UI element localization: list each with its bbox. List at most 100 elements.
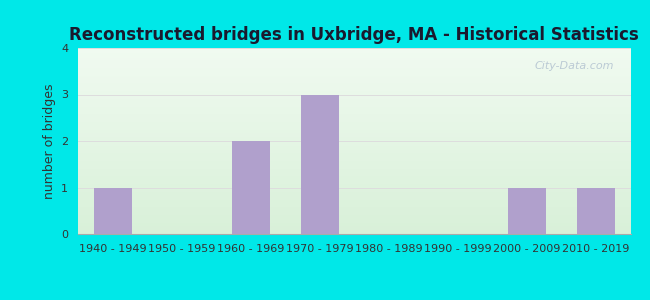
Bar bbox=[78, 75, 630, 76]
Bar bbox=[78, 222, 630, 223]
Bar bbox=[94, 188, 131, 234]
Bar bbox=[78, 149, 630, 150]
Bar bbox=[78, 121, 630, 122]
Bar bbox=[78, 93, 630, 94]
Bar bbox=[78, 221, 630, 222]
Bar bbox=[78, 144, 630, 145]
Bar bbox=[78, 129, 630, 130]
Bar bbox=[78, 167, 630, 168]
Bar bbox=[78, 219, 630, 220]
Bar bbox=[508, 188, 546, 234]
Bar bbox=[78, 145, 630, 146]
Bar bbox=[78, 178, 630, 179]
Bar bbox=[78, 48, 630, 49]
Bar bbox=[78, 54, 630, 55]
Bar bbox=[78, 133, 630, 134]
Title: Reconstructed bridges in Uxbridge, MA - Historical Statistics: Reconstructed bridges in Uxbridge, MA - … bbox=[70, 26, 639, 44]
Bar bbox=[301, 94, 339, 234]
Bar bbox=[78, 73, 630, 74]
Bar bbox=[78, 82, 630, 83]
Bar bbox=[78, 112, 630, 113]
Bar bbox=[78, 136, 630, 137]
Bar bbox=[78, 85, 630, 86]
Bar bbox=[78, 81, 630, 82]
Bar bbox=[78, 60, 630, 61]
Bar bbox=[78, 229, 630, 230]
Bar bbox=[78, 177, 630, 178]
Bar bbox=[78, 120, 630, 121]
Bar bbox=[78, 127, 630, 128]
Bar bbox=[78, 123, 630, 124]
Bar bbox=[78, 113, 630, 114]
Bar bbox=[78, 226, 630, 227]
Bar bbox=[78, 68, 630, 69]
Bar bbox=[78, 152, 630, 153]
Bar bbox=[78, 189, 630, 190]
Bar bbox=[78, 162, 630, 163]
Bar bbox=[78, 125, 630, 126]
Bar bbox=[78, 134, 630, 135]
Bar bbox=[78, 65, 630, 66]
Bar bbox=[78, 106, 630, 107]
Bar bbox=[78, 94, 630, 95]
Bar bbox=[577, 188, 615, 234]
Bar bbox=[78, 154, 630, 155]
Bar bbox=[78, 160, 630, 161]
Bar bbox=[78, 215, 630, 216]
Bar bbox=[78, 165, 630, 166]
Bar bbox=[78, 67, 630, 68]
Bar bbox=[78, 132, 630, 133]
Bar bbox=[78, 140, 630, 141]
Bar bbox=[78, 192, 630, 193]
Bar bbox=[78, 108, 630, 110]
Bar bbox=[78, 77, 630, 78]
Bar bbox=[78, 115, 630, 116]
Bar bbox=[78, 224, 630, 225]
Bar bbox=[78, 206, 630, 207]
Bar bbox=[78, 156, 630, 157]
Bar bbox=[78, 204, 630, 205]
Bar bbox=[78, 168, 630, 169]
Bar bbox=[78, 159, 630, 160]
Bar bbox=[78, 114, 630, 115]
Bar bbox=[78, 157, 630, 158]
Text: City-Data.com: City-Data.com bbox=[534, 61, 614, 71]
Bar bbox=[78, 211, 630, 212]
Bar bbox=[78, 143, 630, 144]
Bar bbox=[78, 188, 630, 189]
Bar bbox=[78, 171, 630, 172]
Bar bbox=[78, 223, 630, 224]
Bar bbox=[78, 91, 630, 92]
Bar bbox=[78, 220, 630, 221]
Y-axis label: number of bridges: number of bridges bbox=[43, 83, 56, 199]
Bar bbox=[78, 101, 630, 102]
Bar bbox=[78, 96, 630, 97]
Bar bbox=[78, 193, 630, 194]
Bar bbox=[78, 139, 630, 140]
Bar bbox=[78, 180, 630, 181]
Bar bbox=[78, 61, 630, 62]
Bar bbox=[78, 56, 630, 57]
Bar bbox=[78, 175, 630, 176]
Bar bbox=[78, 100, 630, 101]
Bar bbox=[78, 137, 630, 138]
Bar bbox=[78, 124, 630, 125]
Bar bbox=[78, 69, 630, 70]
Bar bbox=[78, 102, 630, 103]
Bar bbox=[78, 53, 630, 54]
Bar bbox=[78, 190, 630, 191]
Bar bbox=[78, 89, 630, 90]
Bar bbox=[78, 105, 630, 106]
Bar bbox=[78, 117, 630, 118]
Bar bbox=[78, 231, 630, 232]
Bar bbox=[78, 126, 630, 127]
Bar bbox=[78, 182, 630, 183]
Bar bbox=[78, 213, 630, 214]
Bar bbox=[78, 170, 630, 171]
Bar bbox=[78, 153, 630, 154]
Bar bbox=[78, 147, 630, 148]
Bar bbox=[78, 151, 630, 152]
Bar bbox=[78, 128, 630, 129]
Bar bbox=[78, 232, 630, 233]
Bar bbox=[78, 104, 630, 105]
